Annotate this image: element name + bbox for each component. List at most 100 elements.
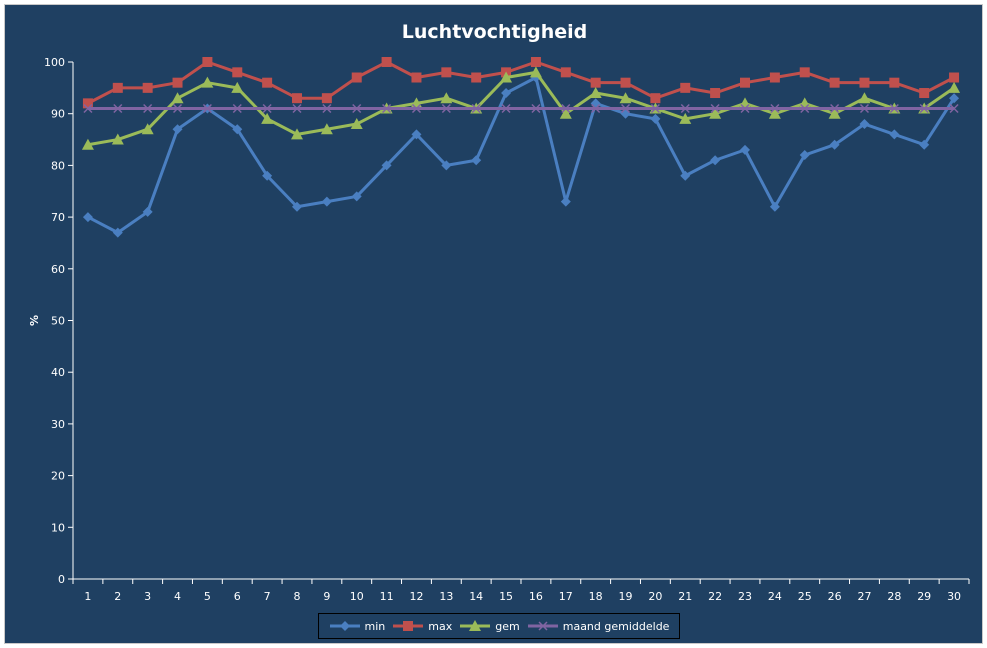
data-point: [590, 98, 601, 109]
data-point: [538, 621, 548, 631]
data-point: [381, 57, 392, 67]
data-point: [232, 103, 242, 114]
data-point: [560, 196, 571, 207]
legend-swatch: [329, 621, 360, 631]
data-point: [620, 77, 631, 88]
data-point: [799, 67, 810, 78]
data-point: [800, 103, 810, 114]
x-tick-label: 27: [857, 590, 871, 603]
data-point: [231, 81, 244, 93]
x-tick-label: 26: [828, 590, 842, 603]
data-point-stroke: [561, 103, 571, 114]
y-tick-label: 90: [51, 108, 65, 121]
data-point: [83, 103, 93, 114]
y-tick-label: 40: [51, 366, 65, 379]
data-point: [82, 98, 93, 109]
data-point: [829, 77, 840, 88]
x-tick-label: 6: [234, 590, 241, 603]
data-point: [292, 93, 302, 104]
data-point-stroke: [202, 103, 212, 114]
series-min: [82, 72, 960, 238]
x-tick-label: 7: [264, 590, 271, 603]
data-point-stroke: [292, 103, 302, 114]
data-point: [529, 66, 542, 78]
data-point-stroke: [382, 103, 392, 114]
x-tick-label: 13: [439, 590, 453, 603]
x-tick-label: 10: [350, 590, 364, 603]
x-tick-label: 21: [678, 590, 692, 603]
data-point: [710, 155, 721, 166]
data-point: [859, 77, 870, 88]
data-point: [740, 144, 750, 155]
data-point: [949, 103, 959, 114]
data-point: [710, 103, 720, 114]
data-point: [112, 82, 123, 93]
data-point: [411, 72, 422, 83]
y-tick-label: 100: [44, 56, 65, 69]
data-point: [829, 139, 840, 150]
data-point: [112, 227, 123, 238]
data-point: [858, 92, 871, 104]
data-point-stroke: [830, 103, 840, 114]
series-layer: [81, 57, 961, 238]
legend-label: max: [428, 619, 453, 633]
series-line: [87, 70, 955, 147]
x-tick-label: 9: [323, 590, 330, 603]
data-point: [113, 103, 123, 114]
data-point: [620, 108, 631, 119]
x-tick-label: 4: [174, 590, 181, 603]
data-point: [339, 621, 350, 631]
data-point: [919, 88, 930, 99]
legend-label: min: [364, 619, 386, 633]
data-point-stroke: [232, 103, 242, 114]
data-point-stroke: [173, 103, 183, 114]
data-point: [201, 76, 214, 88]
data-point: [710, 88, 721, 99]
data-point-stroke: [441, 103, 451, 114]
data-point: [142, 82, 153, 93]
data-point-stroke: [538, 621, 548, 631]
data-point: [589, 87, 602, 99]
data-point: [292, 201, 302, 212]
data-point: [559, 107, 572, 119]
data-point: [143, 103, 153, 114]
y-tick-label: 80: [51, 159, 65, 172]
data-point: [619, 92, 632, 104]
x-tick-label: 20: [648, 590, 662, 603]
chart-title: Luchtvochtigheid: [401, 21, 588, 43]
data-point-stroke: [800, 103, 810, 114]
data-point: [261, 112, 274, 124]
data-point: [381, 160, 392, 171]
data-point: [739, 97, 751, 109]
x-tick-label: 15: [499, 590, 513, 603]
data-point: [680, 82, 691, 93]
data-point-stroke: [322, 103, 332, 114]
data-point: [382, 103, 392, 114]
data-point: [621, 103, 631, 114]
data-point: [591, 103, 601, 114]
x-tick-label: 5: [204, 590, 211, 603]
data-point: [859, 103, 869, 114]
data-point: [321, 196, 332, 207]
data-point: [172, 77, 183, 88]
chart-area: Luchtvochtigheid 0 10 20 30 40 50 60 70 80 90 100 1…: [4, 4, 983, 644]
y-axis-title: %: [28, 315, 41, 326]
data-point-stroke: [531, 103, 541, 114]
x-tick-label: 28: [887, 590, 901, 603]
series-maand-gemiddelde: [83, 103, 959, 114]
data-point: [172, 124, 183, 135]
x-tick-label: 2: [114, 590, 121, 603]
data-point-stroke: [591, 103, 601, 114]
data-point: [830, 103, 840, 114]
data-point: [768, 107, 781, 119]
y-tick-label: 0: [58, 573, 65, 586]
data-point: [650, 113, 661, 124]
data-point-stroke: [889, 103, 899, 114]
data-point-stroke: [262, 103, 272, 114]
data-point-stroke: [621, 103, 631, 114]
legend-swatch: [527, 621, 558, 631]
data-point: [948, 81, 961, 93]
data-point: [650, 103, 660, 114]
